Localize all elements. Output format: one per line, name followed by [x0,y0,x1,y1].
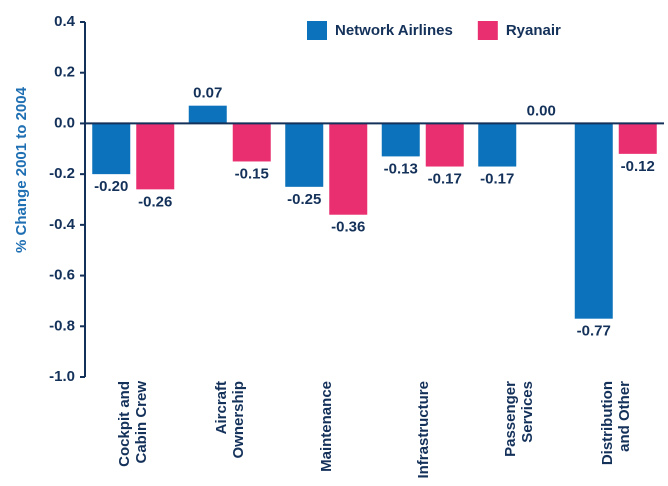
bar [478,123,517,167]
legend-label: Ryanair [506,22,561,39]
x-tick-label: Aircraft Ownership [212,381,247,459]
bar [329,123,368,215]
bar [381,123,420,157]
data-label: -0.20 [94,178,128,195]
legend-swatch [477,21,498,40]
x-tick-label: Infrastructure [414,381,432,479]
data-label: -0.26 [138,193,172,210]
bar [618,123,657,154]
y-tick-label: -0.8 [49,317,75,334]
x-tick-label: Maintenance [317,381,335,472]
y-tick-label: -1.0 [49,368,75,385]
y-axis-title: % Change 2001 to 2004 [13,86,30,253]
x-tick-label: Distribution and Other [598,381,633,466]
x-tick-label: Cockpit and Cabin Crew [116,381,151,467]
legend-swatch [307,21,327,40]
data-label: -0.17 [480,171,514,188]
data-label: -0.15 [235,165,269,182]
legend-label: Network Airlines [335,22,453,39]
data-label: -0.13 [384,160,418,177]
bar [425,123,464,167]
bar [285,123,324,187]
data-label: 0.00 [527,102,556,119]
y-tick-label: 0.2 [54,64,75,81]
data-label: 0.07 [193,85,222,102]
y-tick-label: -0.4 [49,216,76,233]
y-tick-label: -0.2 [49,165,75,182]
bar [574,123,613,319]
y-tick-label: 0.0 [54,114,75,131]
bar [188,105,227,124]
bar [136,123,175,190]
data-label: -0.25 [287,191,321,208]
data-label: -0.17 [428,171,462,188]
bar [92,123,131,175]
x-tick-label: Passenger Services [502,381,537,457]
data-label: -0.77 [577,323,611,340]
data-label: -0.12 [621,158,655,175]
data-label: -0.36 [331,219,365,236]
y-tick-label: -0.6 [49,267,75,284]
y-tick-label: 0.4 [54,13,76,30]
bar [232,123,271,162]
